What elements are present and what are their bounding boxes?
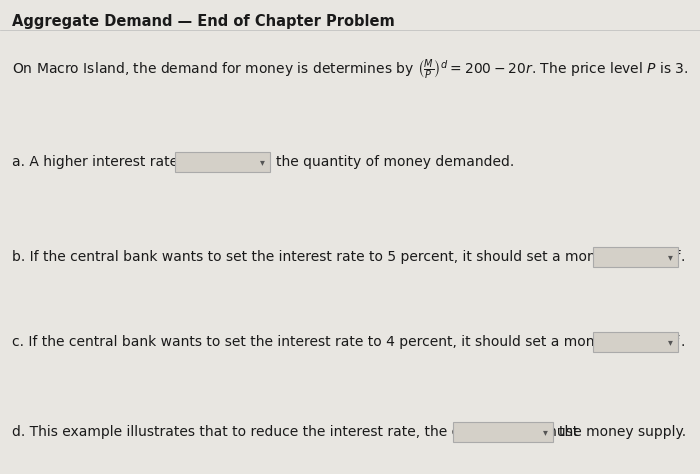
Text: c. If the central bank wants to set the interest rate to 4 percent, it should se: c. If the central bank wants to set the … <box>12 335 679 349</box>
Text: b. If the central bank wants to set the interest rate to 5 percent, it should se: b. If the central bank wants to set the … <box>12 250 680 264</box>
Text: ▾: ▾ <box>668 337 673 347</box>
FancyBboxPatch shape <box>453 422 553 442</box>
Text: a. A higher interest rate: a. A higher interest rate <box>12 155 178 169</box>
Text: the quantity of money demanded.: the quantity of money demanded. <box>276 155 514 169</box>
Text: .: . <box>681 250 685 264</box>
Text: Aggregate Demand — End of Chapter Problem: Aggregate Demand — End of Chapter Proble… <box>12 14 395 29</box>
Text: ▾: ▾ <box>542 427 547 437</box>
Text: On Macro Island, the demand for money is determines by $\left(\frac{M}{P}\right): On Macro Island, the demand for money is… <box>12 58 689 82</box>
Text: d. This example illustrates that to reduce the interest rate, the central bank m: d. This example illustrates that to redu… <box>12 425 578 439</box>
FancyBboxPatch shape <box>593 332 678 352</box>
FancyBboxPatch shape <box>175 152 270 172</box>
Text: ▾: ▾ <box>668 252 673 262</box>
Text: the money supply.: the money supply. <box>559 425 686 439</box>
FancyBboxPatch shape <box>593 247 678 267</box>
Text: ▾: ▾ <box>260 157 265 167</box>
Text: .: . <box>681 335 685 349</box>
